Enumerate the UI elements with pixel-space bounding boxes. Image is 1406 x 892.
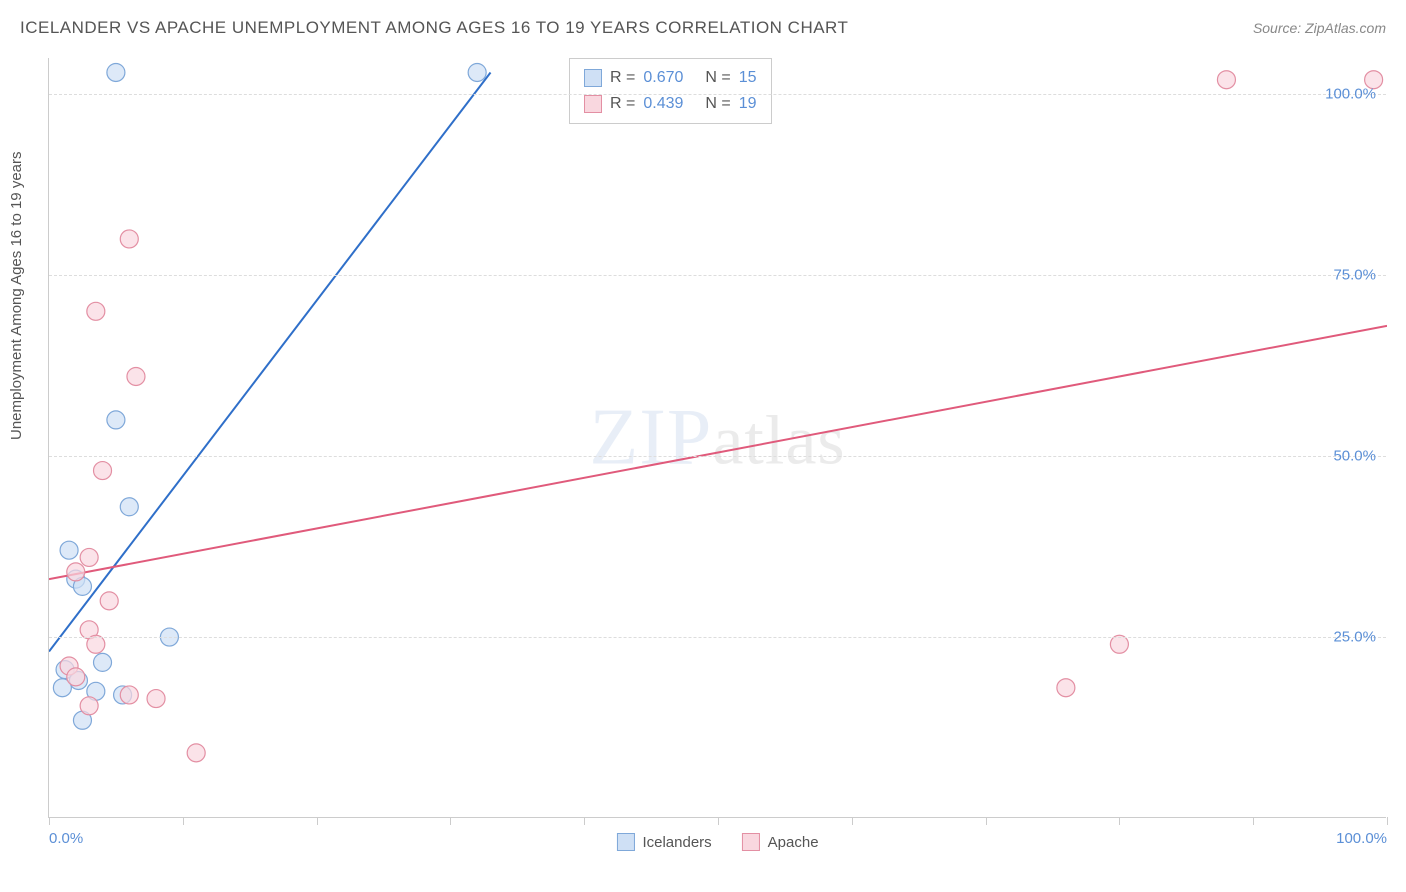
gridline <box>49 275 1386 276</box>
data-point <box>60 541 78 559</box>
data-point <box>1217 71 1235 89</box>
data-point <box>80 548 98 566</box>
x-tick-label: 100.0% <box>1336 830 1387 847</box>
x-tick <box>450 817 451 825</box>
x-tick <box>1253 817 1254 825</box>
n-value: 15 <box>739 65 757 91</box>
series-swatch <box>584 69 602 87</box>
legend-label: Icelanders <box>642 834 711 851</box>
series-swatch <box>584 95 602 113</box>
legend-label: Apache <box>768 834 819 851</box>
x-tick <box>183 817 184 825</box>
plot-area: ZIPatlas R =0.670N =15R =0.439N =19 Icel… <box>48 58 1386 818</box>
data-point <box>107 411 125 429</box>
data-point <box>94 653 112 671</box>
x-tick <box>1387 817 1388 825</box>
data-point <box>468 63 486 81</box>
title-bar: ICELANDER VS APACHE UNEMPLOYMENT AMONG A… <box>20 18 1386 38</box>
x-tick <box>49 817 50 825</box>
y-axis-label: Unemployment Among Ages 16 to 19 years <box>8 151 25 440</box>
r-label: R = <box>610 65 635 91</box>
legend-item: Icelanders <box>616 833 711 851</box>
source-label: Source: ZipAtlas.com <box>1253 20 1386 36</box>
legend-item: Apache <box>742 833 819 851</box>
data-point <box>100 592 118 610</box>
data-point <box>94 462 112 480</box>
data-point <box>120 498 138 516</box>
gridline <box>49 456 1386 457</box>
n-label: N = <box>705 65 730 91</box>
chart-title: ICELANDER VS APACHE UNEMPLOYMENT AMONG A… <box>20 18 848 38</box>
x-tick-label: 0.0% <box>49 830 83 847</box>
scatter-svg <box>49 58 1387 818</box>
stats-row: R = 0.670 N = 15 <box>584 65 757 91</box>
data-point <box>187 744 205 762</box>
data-point <box>80 697 98 715</box>
data-point <box>67 563 85 581</box>
gridline <box>49 637 1386 638</box>
x-tick <box>584 817 585 825</box>
x-tick <box>1119 817 1120 825</box>
data-point <box>107 63 125 81</box>
data-point <box>120 230 138 248</box>
data-point <box>120 686 138 704</box>
legend-swatch <box>616 833 634 851</box>
stats-box: R =0.670N =15R =0.439N =19 <box>569 58 772 124</box>
y-tick-label: 50.0% <box>1333 448 1376 465</box>
data-point <box>127 367 145 385</box>
x-tick <box>718 817 719 825</box>
y-tick-label: 75.0% <box>1333 267 1376 284</box>
y-tick-label: 100.0% <box>1325 86 1376 103</box>
trend-line <box>49 326 1387 579</box>
x-tick <box>986 817 987 825</box>
bottom-legend: Icelanders Apache <box>616 833 818 851</box>
data-point <box>87 302 105 320</box>
legend-swatch <box>742 833 760 851</box>
gridline <box>49 94 1386 95</box>
r-value: 0.670 <box>643 65 683 91</box>
x-tick <box>317 817 318 825</box>
data-point <box>67 668 85 686</box>
trend-line <box>49 72 491 651</box>
y-tick-label: 25.0% <box>1333 629 1376 646</box>
data-point <box>147 690 165 708</box>
x-tick <box>852 817 853 825</box>
data-point <box>1057 679 1075 697</box>
